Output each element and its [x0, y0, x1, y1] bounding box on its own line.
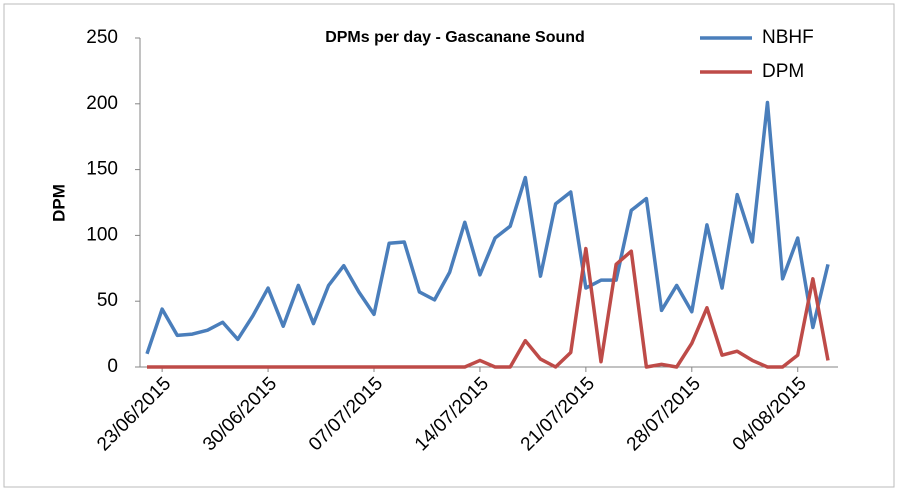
- series-line: [147, 246, 830, 369]
- chart-frame: [3, 3, 895, 488]
- y-tick-label: 250: [86, 27, 118, 48]
- y-tick-label: 50: [97, 290, 118, 311]
- y-tick-label: 100: [86, 224, 118, 245]
- legend-label: NBHF: [762, 27, 814, 48]
- legend-label: DPM: [762, 61, 804, 82]
- series-line: [145, 100, 830, 355]
- y-axis-label: DPM: [49, 184, 68, 222]
- chart-title: DPMs per day - Gascanane Sound: [325, 29, 585, 46]
- y-tick-label: 200: [86, 93, 118, 114]
- y-tick-label: 0: [107, 356, 118, 377]
- y-tick-label: 150: [86, 159, 118, 180]
